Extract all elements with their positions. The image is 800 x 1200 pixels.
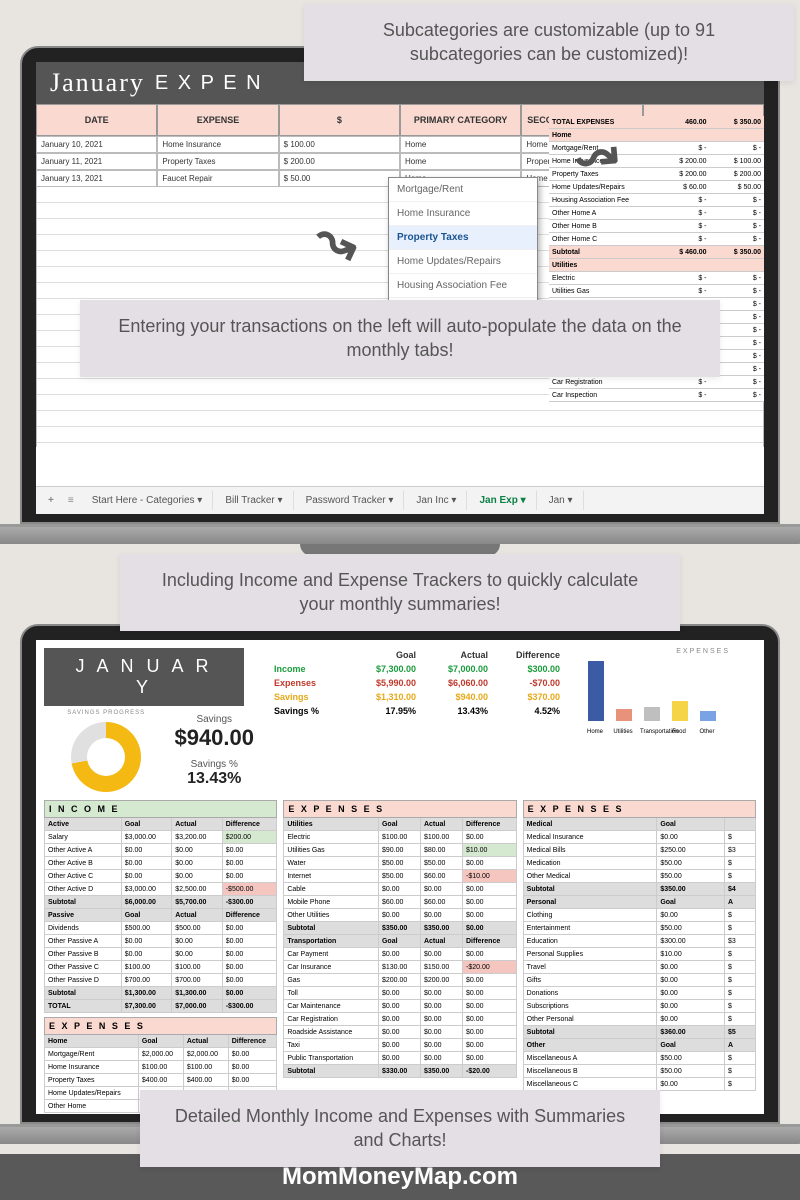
sheet-tab[interactable]: Start Here - Categories ▾ xyxy=(82,491,214,510)
spreadsheet-dashboard: J A N U A R Y SAVINGS PROGRESS Savings $… xyxy=(36,640,764,1114)
laptop-base xyxy=(0,524,800,544)
chart-bar xyxy=(616,709,632,721)
sheet-tabs: + ≡ Start Here - Categories ▾Bill Tracke… xyxy=(36,486,764,514)
dropdown-option[interactable]: Mortgage/Rent xyxy=(389,178,537,202)
title-rest: E X P E N xyxy=(155,72,263,95)
dropdown-option[interactable]: Housing Association Fee xyxy=(389,274,537,298)
summary-row: Subtotal$ 460.00$ 350.00 xyxy=(549,246,764,259)
savings-summary: Savings $940.00 Savings % 13.43% xyxy=(174,714,254,788)
chart-bar xyxy=(644,707,660,721)
dropdown-option[interactable]: Home Insurance xyxy=(389,202,537,226)
callout-trackers: Including Income and Expense Trackers to… xyxy=(120,554,680,631)
chart-bar xyxy=(588,661,604,721)
title-month: January xyxy=(50,68,145,98)
summary-row: TOTAL EXPENSES460.00$ 350.00 xyxy=(549,116,764,129)
sheet-menu-icon[interactable]: ≡ xyxy=(62,495,80,506)
sheet-tab[interactable]: Jan ▾ xyxy=(539,491,584,510)
callout-subcategories: Subcategories are customizable (up to 91… xyxy=(304,4,794,81)
add-sheet-icon[interactable]: + xyxy=(42,495,60,506)
summary-row: Other Home A$ -$ - xyxy=(549,207,764,220)
dropdown-option[interactable]: Property Taxes xyxy=(389,226,537,250)
sheet-tab[interactable]: Bill Tracker ▾ xyxy=(215,491,293,510)
income-table: I N C O M EActiveGoalActualDifferenceSal… xyxy=(44,800,277,1113)
summary-row: Electric$ -$ - xyxy=(549,272,764,285)
savings-donut-chart xyxy=(71,722,141,792)
donut-title: SAVINGS PROGRESS xyxy=(44,710,168,716)
summary-row: Other Home C$ -$ - xyxy=(549,233,764,246)
expenses-medical-personal-table: E X P E N S E SMedicalGoalMedical Insura… xyxy=(523,800,756,1113)
sheet-tab[interactable]: Jan Inc ▾ xyxy=(406,491,467,510)
expenses-bar-chart: EXPENSES HomeUtilitiesTransportationFood… xyxy=(580,648,730,735)
arrow-to-summary: ↝ xyxy=(574,130,621,191)
chart-bar xyxy=(672,701,688,721)
col-header: DATE xyxy=(36,104,157,136)
col-header: EXPENSE xyxy=(157,104,278,136)
dashboard-month: J A N U A R Y xyxy=(44,648,244,706)
callout-detailed: Detailed Monthly Income and Expenses wit… xyxy=(140,1090,660,1167)
chart-bar xyxy=(700,711,716,721)
dropdown-option[interactable]: Home Updates/Repairs xyxy=(389,250,537,274)
col-header: PRIMARY CATEGORY xyxy=(400,104,521,136)
summary-row: Housing Association Fee$ -$ - xyxy=(549,194,764,207)
spreadsheet-expense-tracker: January E X P E N DATEEXPENSE$PRIMARY CA… xyxy=(36,62,764,514)
sheet-tab[interactable]: Password Tracker ▾ xyxy=(296,491,405,510)
laptop-bottom: J A N U A R Y SAVINGS PROGRESS Savings $… xyxy=(20,624,780,1156)
summary-row: Car Inspection$ -$ - xyxy=(549,389,764,402)
sheet-tab[interactable]: Jan Exp ▾ xyxy=(469,491,536,510)
expenses-utilities-table: E X P E N S E SUtilitiesGoalActualDiffer… xyxy=(283,800,516,1113)
summary-row: Other Home B$ -$ - xyxy=(549,220,764,233)
callout-autopopulate: Entering your transactions on the left w… xyxy=(80,300,720,377)
summary-row: Utilities xyxy=(549,259,764,272)
col-header: $ xyxy=(279,104,400,136)
goal-actual-summary: GoalActualDifferenceIncome$7,300.00$7,00… xyxy=(274,648,560,718)
summary-row: Car Registration$ -$ - xyxy=(549,376,764,389)
summary-row: Utilities Gas$ -$ - xyxy=(549,285,764,298)
